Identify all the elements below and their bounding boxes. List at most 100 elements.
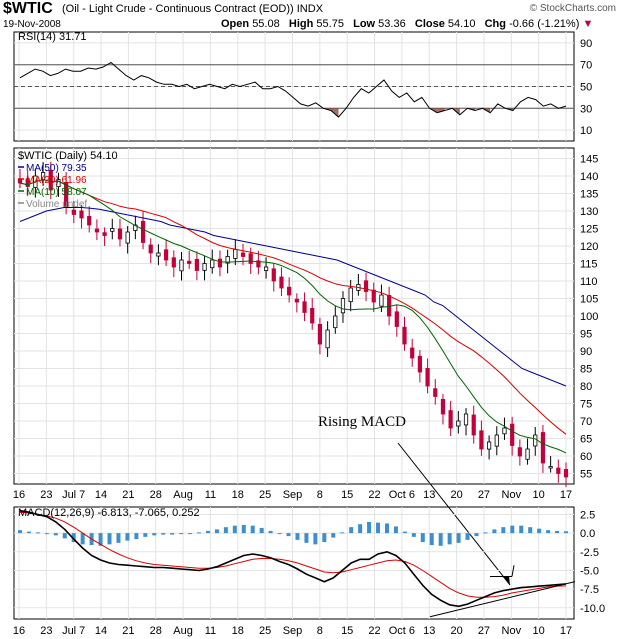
price-x-tick-label: 15 — [341, 489, 353, 501]
macd-histogram-bar — [98, 533, 103, 546]
price-x-tick-label: 27 — [478, 489, 490, 501]
chart-date: 19-Nov-2008 — [3, 19, 61, 30]
macd-x-tick-label: 20 — [450, 625, 462, 637]
macd-histogram-bar — [528, 527, 533, 534]
price-candle-body — [494, 434, 499, 447]
macd-histogram-bar — [546, 530, 551, 534]
macd-histogram-bar — [519, 525, 524, 534]
price-y-tick-label: 145 — [580, 154, 598, 166]
macd-histogram-bar — [501, 527, 506, 534]
macd-histogram-bar — [376, 522, 381, 534]
macd-histogram-bar — [259, 527, 264, 534]
price-x-tick-label: 14 — [95, 489, 107, 501]
rsi-y-tick-label: 10 — [580, 125, 592, 137]
macd-histogram-bar — [411, 533, 416, 537]
price-candle-body — [333, 315, 338, 329]
price-candle-body — [48, 170, 53, 191]
macd-histogram-bar — [188, 533, 193, 535]
price-candle-body — [540, 432, 546, 464]
price-candle-body — [563, 469, 569, 478]
macd-histogram-bar — [143, 533, 148, 537]
price-candle-body — [340, 298, 346, 314]
price-x-tick-label: 11 — [205, 489, 216, 501]
price-candle-body — [533, 434, 538, 447]
macd-histogram-bar — [447, 533, 452, 545]
ma20-legend-entry: MA(20) 61.96 — [26, 175, 87, 186]
price-candle-body — [256, 260, 261, 268]
price-y-tick-label: 120 — [580, 241, 598, 253]
macd-x-tick-label: 15 — [341, 625, 353, 637]
price-candle-body — [379, 294, 384, 307]
price-x-tick-label: 17 — [560, 489, 572, 501]
macd-histogram-bar — [483, 532, 488, 534]
price-candle-body — [302, 301, 307, 313]
rsi-series-line — [19, 61, 567, 118]
ma20-series-line — [19, 178, 567, 435]
chg-value: -0.66 (-1.21%) — [509, 18, 580, 30]
macd-x-tick-label: 28 — [150, 625, 162, 637]
macd-histogram-bar — [125, 533, 130, 541]
price-candle-body — [164, 249, 169, 261]
macd-histogram-bar — [510, 525, 515, 534]
macd-x-tick-label: 23 — [40, 625, 52, 637]
price-y-tick-label: 80 — [580, 381, 592, 393]
macd-histogram-bar — [277, 533, 282, 535]
macd-histogram-bar — [322, 533, 327, 543]
price-y-tick-label: 115 — [580, 259, 598, 271]
macd-histogram-bar — [250, 525, 255, 534]
price-candle-body — [310, 307, 315, 324]
macd-histogram-bar — [420, 533, 425, 543]
macd-histogram-bar — [223, 527, 228, 534]
ma50-series-line — [19, 207, 567, 387]
price-x-tick-label: 8 — [317, 489, 323, 501]
price-candle-body — [240, 252, 246, 257]
macd-x-tick-label: 27 — [478, 625, 490, 637]
price-x-tick-label: 13 — [423, 489, 435, 501]
price-candle-body — [348, 287, 353, 303]
macd-histogram-bar — [555, 530, 560, 534]
macd-series-line — [19, 509, 567, 608]
macd-x-tick-label: 18 — [232, 625, 244, 637]
price-candle-body — [394, 311, 399, 327]
annotation-arrow-head — [503, 576, 510, 585]
macd-y-tick-label: 0.0 — [580, 528, 595, 540]
macd-histogram-bar — [358, 524, 363, 534]
price-x-tick-label: Aug — [173, 489, 193, 501]
price-candle-body — [471, 414, 476, 436]
price-candle-body — [87, 215, 92, 226]
price-candle-body — [502, 427, 507, 435]
macd-histogram-bar — [313, 533, 318, 545]
macd-x-tick-label: 17 — [560, 625, 572, 637]
rsi-y-tick-label: 70 — [580, 60, 592, 72]
macd-histogram-bar — [161, 533, 166, 535]
macd-x-tick-label: 10 — [533, 625, 545, 637]
macd-y-tick-label: -10.0 — [580, 603, 605, 615]
rsi-oversold-fill — [437, 108, 445, 113]
macd-histogram-bar — [53, 533, 58, 536]
macd-x-tick-label: 14 — [95, 625, 107, 637]
price-candle-body — [187, 260, 192, 264]
macd-histogram-bar — [205, 530, 210, 534]
macd-y-tick-label: -5.0 — [580, 565, 599, 577]
price-candle-body — [287, 286, 292, 296]
price-candle-body — [294, 298, 299, 303]
volume-legend-entry: Volume undef — [26, 199, 87, 210]
price-candle-body — [410, 347, 415, 359]
chg-label: Chg — [484, 18, 506, 30]
price-y-tick-label: 55 — [580, 469, 592, 481]
price-candle-body — [56, 179, 61, 188]
price-candle-body — [94, 228, 100, 233]
macd-x-tick-label: 13 — [423, 625, 435, 637]
price-x-tick-label: 10 — [533, 489, 545, 501]
price-candle-body — [110, 228, 115, 232]
price-candle-body — [210, 259, 215, 269]
macd-histogram-bar — [384, 523, 389, 534]
high-label: High — [288, 18, 314, 30]
macd-y-tick-label: -7.5 — [580, 584, 599, 596]
price-candle-body — [263, 266, 269, 271]
price-candle-body — [510, 423, 515, 446]
price-candle-body — [325, 329, 330, 349]
price-candle-body — [117, 228, 123, 240]
price-candle-body — [456, 420, 461, 427]
price-candle-body — [179, 259, 184, 272]
